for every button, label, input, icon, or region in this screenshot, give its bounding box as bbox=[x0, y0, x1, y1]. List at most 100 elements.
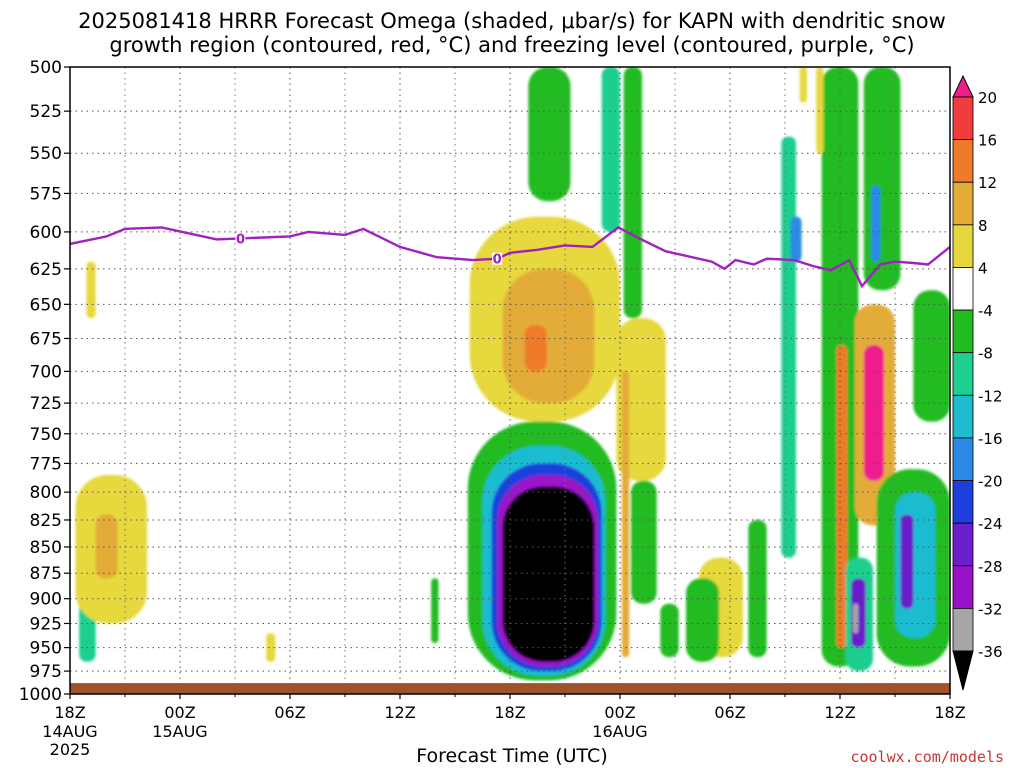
x-tick-label: 18Z bbox=[934, 703, 965, 722]
colorbar-bin bbox=[952, 607, 974, 652]
colorbar-bin bbox=[952, 139, 974, 183]
x-tick-label: 18Z bbox=[494, 703, 525, 722]
colorbar-bin bbox=[952, 224, 974, 268]
omega-region bbox=[900, 514, 914, 609]
x-tick-label: 00Z bbox=[164, 703, 195, 722]
omega-region bbox=[686, 578, 719, 662]
omega-region bbox=[836, 345, 848, 648]
omega-region bbox=[524, 324, 547, 372]
omega-region bbox=[871, 185, 881, 262]
credit-text: coolwx.com/models bbox=[850, 748, 1004, 766]
y-tick-label: 950 bbox=[30, 639, 62, 659]
ground-layer bbox=[70, 683, 950, 694]
freezing-level-label: 0 bbox=[236, 232, 245, 247]
y-tick-label: 1000 bbox=[19, 685, 62, 705]
y-tick-label: 600 bbox=[30, 223, 62, 243]
y-tick-label: 850 bbox=[30, 538, 62, 558]
omega-region bbox=[631, 480, 657, 604]
colorbar: 20 16 12 8 4 -4 -8 -12 -16 -20 -24 -28 -32 -36 bbox=[952, 74, 1003, 691]
plot-area: 00 bbox=[69, 66, 951, 695]
colorbar-bin bbox=[952, 522, 974, 567]
omega-region bbox=[266, 633, 276, 662]
x-tick-date: 15AUG bbox=[152, 722, 207, 741]
y-axis: 500 525 550 575 600 625 650 675 700 725 750 775 800 8… bbox=[19, 58, 70, 705]
colorbar-bin bbox=[952, 267, 974, 311]
omega-region bbox=[431, 578, 439, 643]
y-tick-label: 700 bbox=[30, 362, 62, 382]
omega-region bbox=[621, 371, 630, 658]
x-tick-date: 14AUG bbox=[42, 722, 97, 741]
colorbar-label: -8 bbox=[978, 345, 993, 363]
x-axis-title: Forecast Time (UTC) bbox=[416, 745, 608, 767]
colorbar-bottom-arrow bbox=[952, 650, 974, 691]
colorbar-label: -12 bbox=[978, 387, 1003, 405]
omega-region bbox=[623, 67, 642, 319]
y-tick-label: 925 bbox=[30, 614, 62, 634]
x-tick-date: 16AUG bbox=[592, 722, 647, 741]
colorbar-label: -24 bbox=[978, 515, 1003, 533]
colorbar-label: 16 bbox=[978, 132, 997, 150]
freezing-label-bg bbox=[235, 232, 246, 245]
colorbar-bin bbox=[952, 480, 974, 524]
ground-fill bbox=[70, 683, 950, 694]
y-tick-label: 675 bbox=[30, 329, 62, 349]
omega-region bbox=[781, 136, 796, 558]
colorbar-label: -28 bbox=[978, 558, 1003, 576]
colorbar-bin bbox=[952, 352, 974, 396]
colorbar-label: -16 bbox=[978, 430, 1003, 448]
omega-region bbox=[601, 67, 620, 232]
y-tick-label: 800 bbox=[30, 483, 62, 503]
freezing-label-bg bbox=[492, 252, 503, 265]
colorbar-label: 20 bbox=[978, 89, 997, 107]
y-tick-label: 650 bbox=[30, 295, 62, 315]
omega-region bbox=[913, 290, 950, 422]
colorbar-bin bbox=[952, 181, 974, 226]
omega-region bbox=[748, 519, 767, 658]
colorbar-top-arrow bbox=[952, 74, 974, 98]
x-tick-label: 12Z bbox=[384, 703, 415, 722]
omega-region bbox=[86, 261, 96, 319]
y-tick-label: 975 bbox=[30, 662, 62, 682]
colorbar-bin bbox=[952, 437, 974, 481]
omega-region bbox=[852, 603, 859, 634]
omega-region bbox=[816, 67, 824, 154]
y-tick-label: 575 bbox=[30, 184, 62, 204]
y-tick-label: 625 bbox=[30, 260, 62, 280]
colorbar-label: 8 bbox=[978, 217, 988, 235]
omega-region bbox=[502, 486, 595, 662]
omega-region bbox=[528, 67, 571, 202]
colorbar-label: 12 bbox=[978, 174, 997, 192]
y-tick-label: 500 bbox=[30, 58, 62, 78]
colorbar-label: -36 bbox=[978, 643, 1003, 661]
freezing-level-label: 0 bbox=[493, 253, 502, 268]
x-tick-label: 00Z bbox=[604, 703, 635, 722]
chart-title-line1: 2025081418 HRRR Forecast Omega (shaded, … bbox=[78, 9, 946, 33]
x-tick-year: 2025 bbox=[50, 740, 91, 759]
colorbar-bin bbox=[952, 565, 974, 609]
omega-region bbox=[95, 514, 118, 579]
colorbar-label: -20 bbox=[978, 473, 1003, 491]
omega-region bbox=[660, 603, 679, 658]
y-tick-label: 875 bbox=[30, 564, 62, 584]
omega-region bbox=[863, 345, 884, 481]
omega-region bbox=[502, 268, 595, 404]
colorbar-bin bbox=[952, 96, 974, 141]
x-tick-label: 06Z bbox=[714, 703, 745, 722]
y-tick-label: 750 bbox=[30, 425, 62, 445]
y-tick-label: 550 bbox=[30, 144, 62, 164]
chart-title-line2: growth region (contoured, red, °C) and f… bbox=[109, 33, 915, 57]
colorbar-label: -4 bbox=[978, 302, 993, 320]
omega-region bbox=[790, 216, 802, 262]
y-tick-label: 825 bbox=[30, 511, 62, 531]
x-tick-label: 12Z bbox=[824, 703, 855, 722]
x-tick-label: 06Z bbox=[274, 703, 305, 722]
y-tick-label: 900 bbox=[30, 590, 62, 610]
omega-region bbox=[799, 67, 807, 103]
colorbar-label: 4 bbox=[978, 259, 988, 277]
freezing-level-line bbox=[70, 225, 950, 289]
colorbar-bin bbox=[952, 394, 974, 439]
colorbar-bin bbox=[952, 309, 974, 354]
omega-shading bbox=[75, 67, 950, 681]
